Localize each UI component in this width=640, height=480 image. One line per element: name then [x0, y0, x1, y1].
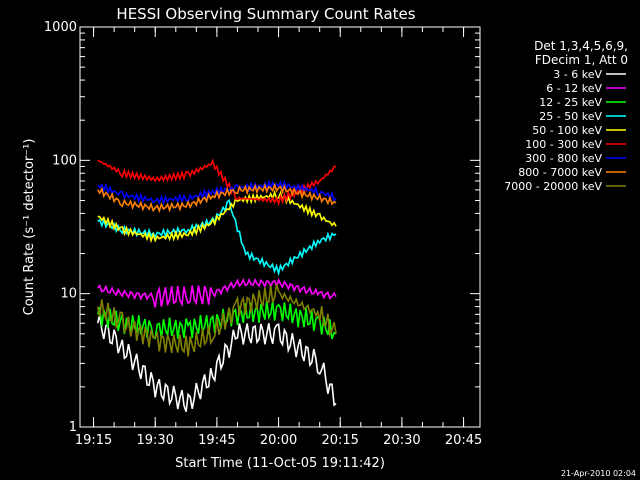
- plot-frame: [79, 26, 481, 428]
- legend-entry-label: 100 - 300 keV: [525, 138, 602, 151]
- series-line: [97, 277, 337, 308]
- series-line: [97, 189, 337, 244]
- legend-header-line: FDecim 1, Att 0: [535, 53, 628, 67]
- x-tick-label: 20:15: [321, 433, 358, 448]
- chart-title: HESSI Observing Summary Count Rates: [116, 5, 415, 23]
- legend-entry-label: 25 - 50 keV: [539, 110, 602, 123]
- series-line: [96, 284, 337, 357]
- footer-date: 21-Apr-2010 02:04: [561, 469, 636, 478]
- series-line: [97, 198, 337, 277]
- legend-entry-label: 50 - 100 keV: [532, 124, 602, 137]
- y-axis-label: Count Rate (s⁻¹ detector⁻¹): [22, 139, 37, 316]
- y-tick-label: 1: [69, 420, 77, 435]
- y-tick-label: 1000: [44, 20, 77, 35]
- legend-entry-label: 3 - 6 keV: [553, 68, 602, 81]
- series-line: [97, 158, 337, 207]
- x-tick-label: 19:45: [198, 433, 235, 448]
- y-axis: 1 10 100 1000: [44, 20, 480, 435]
- plot-area: [96, 158, 337, 412]
- y-tick-label: 10: [60, 287, 77, 302]
- series-line: [96, 300, 337, 340]
- x-axis: 19:15 19:30 19:45 20:00 20:15 20:30 20:45: [75, 27, 482, 448]
- x-tick-label: 19:30: [136, 433, 173, 448]
- x-axis-label: Start Time (11-Oct-05 19:11:42): [175, 456, 385, 471]
- legend-entry-label: 800 - 7000 keV: [518, 166, 602, 179]
- legend-entry-label: 7000 - 20000 keV: [504, 180, 602, 193]
- y-tick-label: 100: [52, 153, 77, 168]
- series-line: [96, 314, 337, 412]
- x-tick-label: 20:45: [445, 433, 482, 448]
- x-tick-label: 19:15: [75, 433, 112, 448]
- legend-entry-label: 12 - 25 keV: [539, 96, 602, 109]
- legend-entry-label: 6 - 12 keV: [546, 82, 602, 95]
- x-tick-label: 20:30: [383, 433, 420, 448]
- legend-entry-label: 300 - 800 keV: [525, 152, 602, 165]
- x-tick-label: 20:00: [260, 433, 297, 448]
- series-line: [97, 182, 337, 214]
- legend: Det 1,3,4,5,6,9,FDecim 1, Att 03 - 6 keV…: [504, 39, 628, 193]
- legend-header-line: Det 1,3,4,5,6,9,: [534, 39, 628, 53]
- series-line: [97, 179, 337, 206]
